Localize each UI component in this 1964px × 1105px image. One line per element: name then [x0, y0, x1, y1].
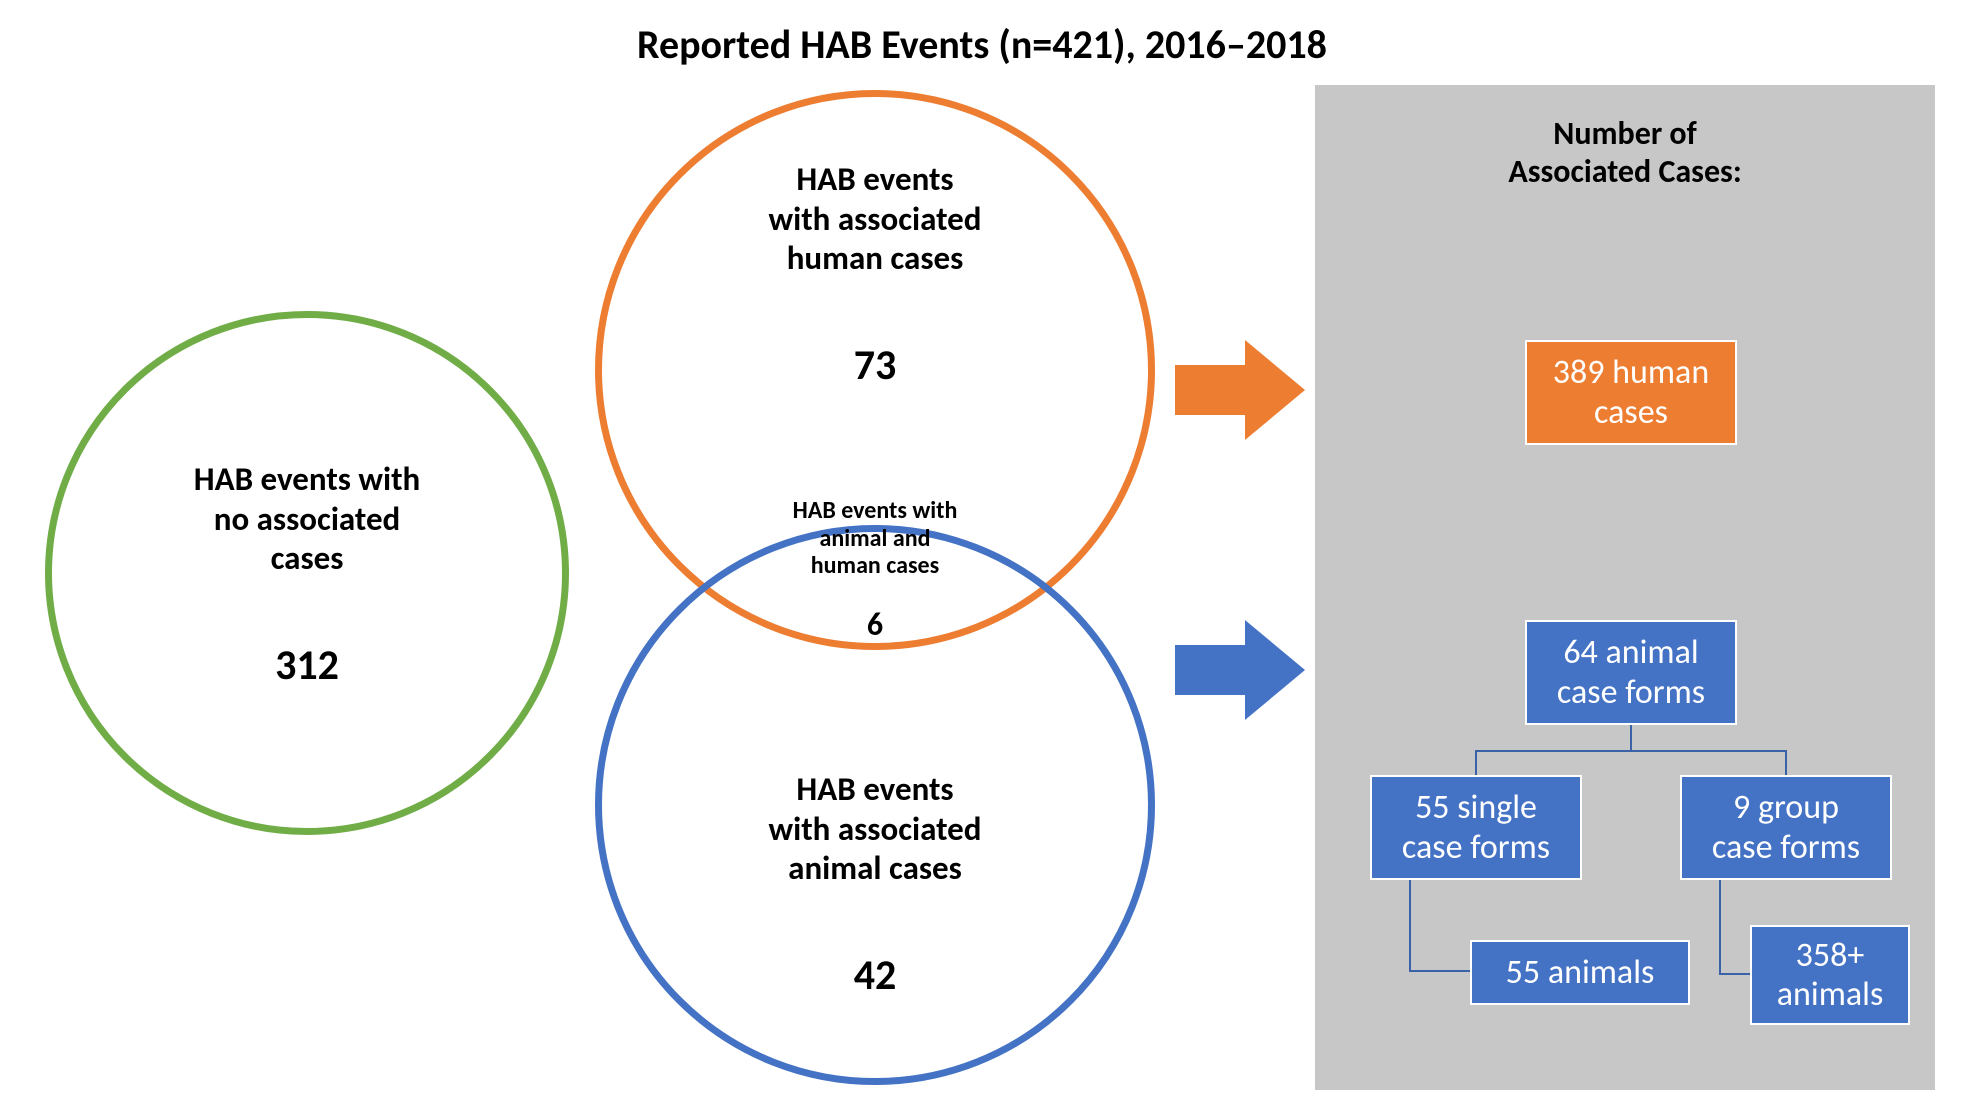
- box-group-animals: 358+ animals: [1750, 925, 1910, 1025]
- arrow-head-icon: [1245, 620, 1305, 720]
- box-line: 9 group: [1733, 788, 1839, 827]
- value-human-cases: 73: [595, 340, 1155, 391]
- box-animal-forms: 64 animal case forms: [1525, 620, 1737, 725]
- label-line: HAB events with: [720, 497, 1030, 525]
- panel-header-line: Number of: [1315, 115, 1935, 153]
- connector: [1409, 970, 1470, 972]
- box-line: cases: [1594, 393, 1668, 432]
- box-line: case forms: [1402, 828, 1550, 867]
- chart-title: Reported HAB Events (n=421), 2016–2018: [0, 20, 1964, 69]
- connector: [1475, 750, 1477, 775]
- label-line: animal and: [720, 525, 1030, 553]
- label-line: HAB events: [595, 160, 1155, 200]
- panel-header-line: Associated Cases:: [1315, 153, 1935, 191]
- value-animal-cases: 42: [595, 950, 1155, 1001]
- label-line: HAB events: [595, 770, 1155, 810]
- arrow-shaft: [1175, 645, 1245, 695]
- box-single-animals: 55 animals: [1470, 940, 1690, 1005]
- label-line: with associated: [595, 810, 1155, 850]
- box-group-forms: 9 group case forms: [1680, 775, 1892, 880]
- box-line: 389 human: [1553, 353, 1709, 392]
- box-line: 358+: [1796, 936, 1865, 975]
- connector: [1630, 725, 1632, 750]
- arrow-animal: [1175, 620, 1305, 720]
- box-single-forms: 55 single case forms: [1370, 775, 1582, 880]
- arrow-human: [1175, 340, 1305, 440]
- connector: [1719, 880, 1721, 975]
- panel-header: Number of Associated Cases:: [1315, 115, 1935, 192]
- label-line: no associated: [45, 500, 569, 540]
- value-intersection: 6: [720, 605, 1030, 644]
- value-no-cases: 312: [45, 640, 569, 691]
- box-line: 55 animals: [1506, 953, 1655, 992]
- box-line: 64 animal: [1563, 633, 1698, 672]
- arrow-shaft: [1175, 365, 1245, 415]
- arrow-head-icon: [1245, 340, 1305, 440]
- label-line: with associated: [595, 200, 1155, 240]
- box-line: case forms: [1557, 673, 1705, 712]
- label-line: cases: [45, 539, 569, 579]
- label-human-cases: HAB events with associated human cases: [595, 160, 1155, 279]
- connector: [1719, 973, 1750, 975]
- label-line: HAB events with: [45, 460, 569, 500]
- label-line: human cases: [720, 552, 1030, 580]
- label-line: human cases: [595, 239, 1155, 279]
- box-line: 55 single: [1415, 788, 1537, 827]
- connector: [1409, 880, 1411, 972]
- label-animal-cases: HAB events with associated animal cases: [595, 770, 1155, 889]
- label-no-cases: HAB events with no associated cases: [45, 460, 569, 579]
- connector: [1475, 750, 1787, 752]
- box-line: animals: [1777, 975, 1884, 1014]
- box-human-cases: 389 human cases: [1525, 340, 1737, 445]
- box-line: case forms: [1712, 828, 1860, 867]
- connector: [1785, 750, 1787, 775]
- label-line: animal cases: [595, 849, 1155, 889]
- label-intersection: HAB events with animal and human cases: [720, 497, 1030, 580]
